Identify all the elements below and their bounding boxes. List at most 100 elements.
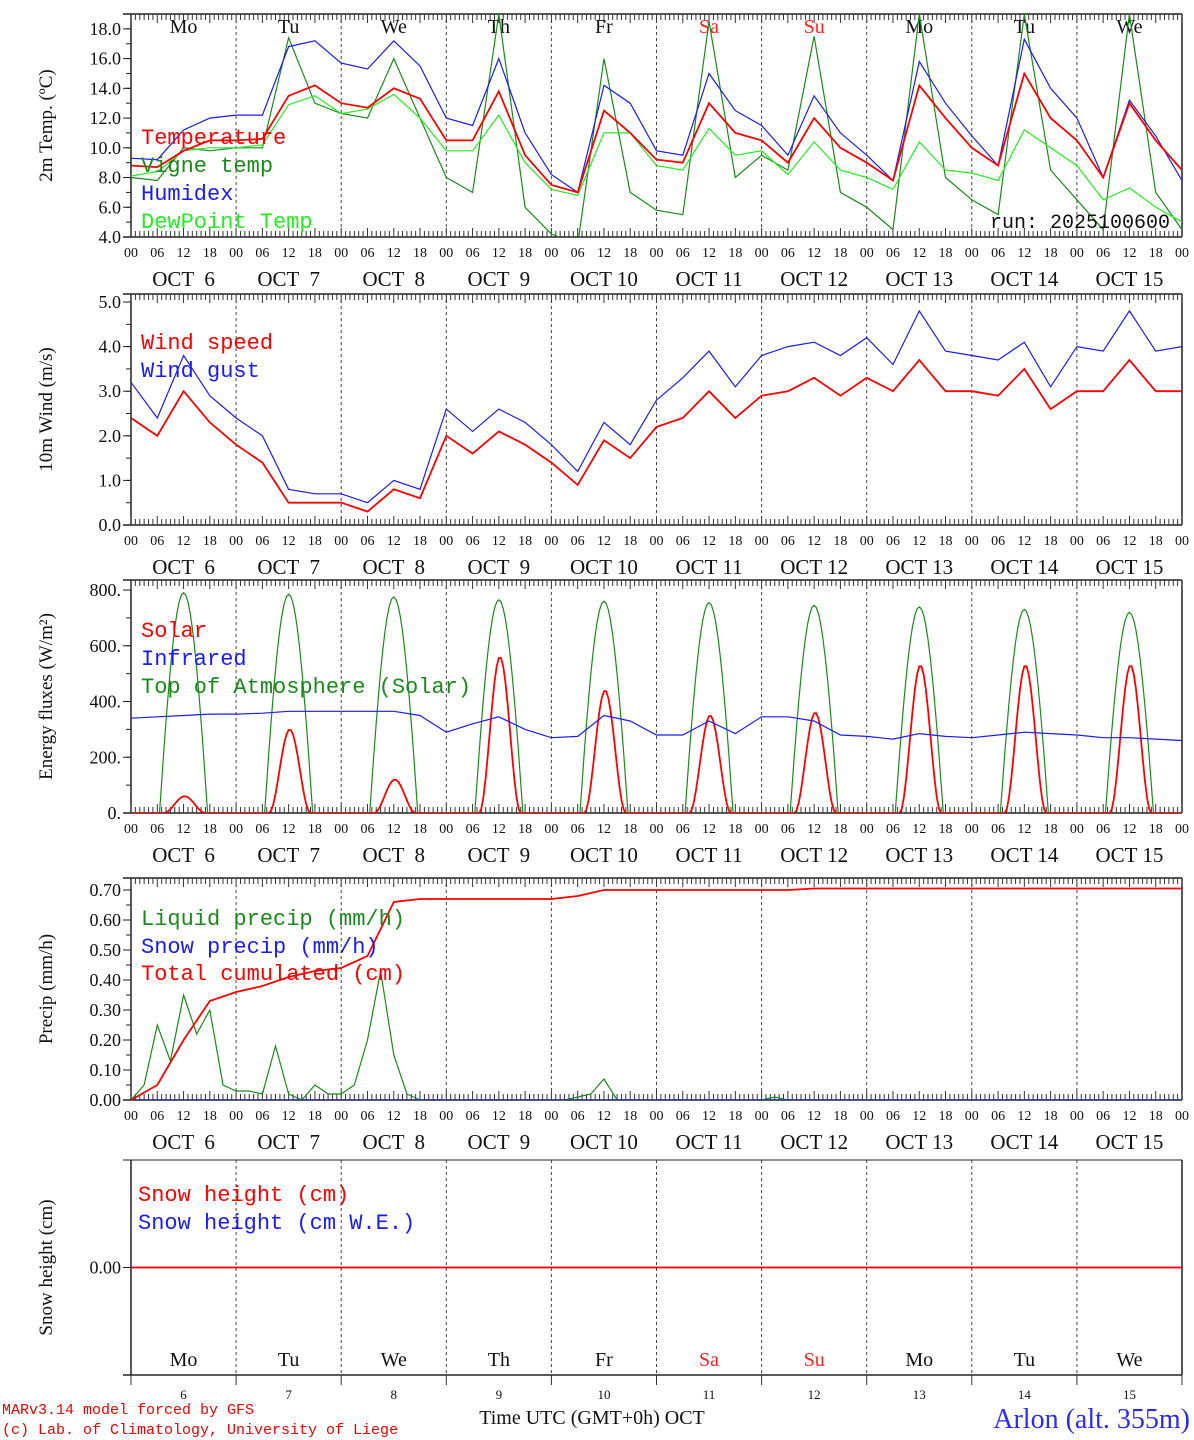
day-number: 6 bbox=[180, 1387, 187, 1402]
hour-label: 06 bbox=[255, 246, 269, 261]
day-name: Fr bbox=[595, 16, 613, 38]
hour-label: 12 bbox=[912, 534, 926, 549]
hour-label: 18 bbox=[203, 534, 217, 549]
hour-label: 12 bbox=[597, 822, 611, 837]
y-axis-title: Snow height (cm) bbox=[36, 1199, 57, 1335]
hour-label: 06 bbox=[886, 534, 900, 549]
hour-label: 00 bbox=[755, 822, 769, 837]
day-name: Sa bbox=[699, 1349, 719, 1371]
date-label: OCT 12 bbox=[780, 843, 848, 867]
hour-label: 18 bbox=[413, 246, 427, 261]
hour-label: 00 bbox=[1070, 534, 1084, 549]
hour-label: 06 bbox=[466, 822, 480, 837]
run-label: run: 2025100600 bbox=[990, 212, 1170, 235]
hour-label: 18 bbox=[939, 822, 953, 837]
hour-label: 06 bbox=[360, 534, 374, 549]
hour-label: 00 bbox=[650, 822, 664, 837]
hour-label: 06 bbox=[360, 1109, 374, 1124]
legend-entry: DewPoint Temp bbox=[141, 210, 313, 235]
legend-entry: Humidex bbox=[141, 182, 233, 207]
date-label: OCT 9 bbox=[468, 843, 531, 867]
hour-label: 12 bbox=[1122, 534, 1136, 549]
hour-label: 00 bbox=[124, 822, 138, 837]
date-label: OCT 15 bbox=[1096, 267, 1164, 291]
date-label: OCT 9 bbox=[468, 1130, 531, 1154]
hour-label: 00 bbox=[439, 246, 453, 261]
y-tick-label: 12.0 bbox=[90, 108, 122, 128]
legend-entry: Solar bbox=[141, 619, 207, 644]
hour-label: 12 bbox=[492, 822, 506, 837]
hour-label: 00 bbox=[334, 1109, 348, 1124]
hour-label: 00 bbox=[334, 246, 348, 261]
date-label: OCT 15 bbox=[1096, 843, 1164, 867]
series-line-vigne-temp bbox=[131, 14, 1182, 237]
y-tick-label: 400. bbox=[90, 692, 122, 712]
hour-label: 06 bbox=[150, 822, 164, 837]
hour-label: 12 bbox=[282, 534, 296, 549]
date-label: OCT 12 bbox=[780, 1130, 848, 1154]
hour-label: 00 bbox=[439, 534, 453, 549]
date-label: OCT 13 bbox=[885, 555, 953, 579]
hour-label: 00 bbox=[860, 1109, 874, 1124]
legend-entry: Snow height (cm) bbox=[138, 1183, 349, 1208]
hour-label: 12 bbox=[387, 246, 401, 261]
y-tick-label: 3.0 bbox=[99, 381, 122, 401]
series-line-humidex bbox=[131, 37, 1182, 194]
hour-label: 18 bbox=[308, 822, 322, 837]
hour-label: 06 bbox=[781, 246, 795, 261]
hour-label: 18 bbox=[308, 1109, 322, 1124]
hour-label: 06 bbox=[360, 822, 374, 837]
series-line-infrared bbox=[131, 710, 1182, 742]
legend-entry: Top of Atmosphere (Solar) bbox=[141, 675, 471, 700]
hour-label: 12 bbox=[807, 1109, 821, 1124]
day-name: Su bbox=[804, 16, 825, 38]
hour-label: 06 bbox=[255, 534, 269, 549]
series-group bbox=[131, 14, 1182, 237]
hour-label: 18 bbox=[1044, 534, 1058, 549]
y-tick-label: 18.0 bbox=[90, 19, 122, 39]
panel-0: 4.0 6.0 8.0 10.0 12.0 14.0 16.0 18.0 2m Temp. (º… bbox=[36, 13, 1189, 291]
date-label: OCT 11 bbox=[676, 843, 743, 867]
date-label: OCT 14 bbox=[990, 555, 1058, 579]
hour-label: 00 bbox=[755, 246, 769, 261]
hour-label: 12 bbox=[177, 822, 191, 837]
series-line-liquid-precip-mm-h- bbox=[131, 970, 1182, 1100]
hour-label: 18 bbox=[833, 534, 847, 549]
day-name: Mo bbox=[905, 16, 933, 38]
hour-label: 00 bbox=[1070, 1109, 1084, 1124]
legend-entry: Infrared bbox=[141, 647, 247, 672]
date-label: OCT 14 bbox=[990, 1130, 1058, 1154]
hour-label: 06 bbox=[360, 246, 374, 261]
hour-label: 06 bbox=[781, 534, 795, 549]
hour-label: 12 bbox=[1017, 1109, 1031, 1124]
day-number: 12 bbox=[808, 1387, 821, 1402]
hour-label: 18 bbox=[1149, 822, 1163, 837]
hour-label: 18 bbox=[728, 246, 742, 261]
hour-label: 18 bbox=[833, 1109, 847, 1124]
hour-label: 06 bbox=[886, 822, 900, 837]
hour-label: 00 bbox=[1175, 246, 1189, 261]
hour-label: 00 bbox=[650, 534, 664, 549]
legend-entry: Liquid precip (mm/h) bbox=[141, 907, 405, 932]
panel-4: 0.00 Snow height (cm) Mo Tu We Th Fr Sa Su Mo Tu We… bbox=[36, 1159, 1183, 1402]
y-tick-label: 0.50 bbox=[90, 940, 122, 960]
hour-label: 12 bbox=[387, 822, 401, 837]
hour-label: 12 bbox=[1122, 822, 1136, 837]
hour-label: 00 bbox=[439, 822, 453, 837]
hour-label: 00 bbox=[229, 822, 243, 837]
hour-label: 12 bbox=[1017, 246, 1031, 261]
legend-entry: Total cumulated (cm) bbox=[141, 962, 405, 987]
hour-label: 12 bbox=[912, 822, 926, 837]
date-label: OCT 8 bbox=[362, 555, 425, 579]
hour-label: 18 bbox=[1149, 1109, 1163, 1124]
hour-label: 06 bbox=[991, 246, 1005, 261]
y-tick-label: 4.0 bbox=[99, 227, 122, 247]
hour-label: 18 bbox=[203, 822, 217, 837]
hour-label: 00 bbox=[334, 534, 348, 549]
hour-label: 18 bbox=[623, 534, 637, 549]
hour-label: 12 bbox=[702, 246, 716, 261]
series-group bbox=[131, 309, 1182, 513]
day-name: Su bbox=[804, 1349, 825, 1371]
date-label: OCT 6 bbox=[152, 843, 215, 867]
